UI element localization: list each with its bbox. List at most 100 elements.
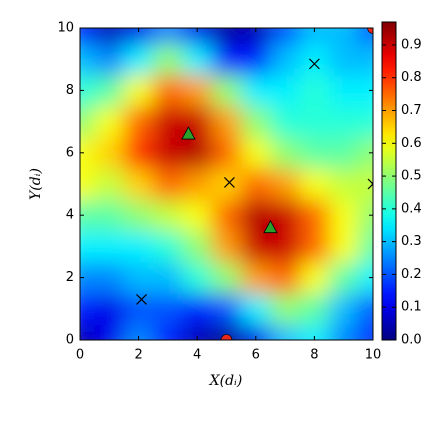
contour-cell	[80, 28, 96, 45]
min-marker	[367, 28, 373, 34]
contour-cell	[270, 262, 301, 294]
contour-cell	[329, 137, 359, 169]
contour-cell	[211, 324, 242, 340]
contour-cell	[211, 199, 242, 232]
contour-cell	[80, 262, 96, 294]
contour-cell	[80, 293, 96, 325]
contour-cell	[80, 106, 96, 138]
contour-cell	[153, 74, 184, 107]
y-tick-label: 0	[66, 333, 74, 348]
contour-cell	[211, 106, 242, 138]
contour-cell	[358, 43, 373, 76]
contour-cell	[153, 106, 184, 138]
contour-cell	[182, 28, 213, 45]
saddle-marker	[308, 58, 320, 70]
contour-cell	[123, 230, 154, 263]
min-marker	[220, 334, 233, 340]
contour-cell	[329, 293, 359, 325]
y-tick-label: 4	[66, 208, 74, 223]
y-tick-label: 10	[57, 21, 74, 36]
contour-cell	[211, 168, 242, 201]
colorbar-tick-label: 0.9	[401, 37, 422, 52]
x-tick-label: 0	[76, 348, 84, 363]
contour-cell	[299, 262, 330, 294]
x-tick-label: 10	[365, 348, 382, 363]
max-marker	[181, 126, 196, 140]
contour-cell	[329, 74, 359, 107]
contour-cell	[80, 168, 96, 201]
contour-cell	[153, 168, 184, 201]
contour-cell	[358, 137, 373, 169]
contour-cell	[153, 230, 184, 263]
contour-cell	[241, 43, 271, 76]
contour-cell	[80, 324, 96, 340]
contour-cell	[329, 43, 359, 76]
contour-cell	[182, 324, 213, 340]
contour-cell	[153, 43, 184, 76]
contour-cell	[270, 28, 301, 45]
contour-cell	[299, 43, 330, 76]
contour-cell	[241, 106, 271, 138]
contour-cell	[94, 74, 125, 107]
y-tick-label: 2	[66, 270, 74, 285]
contour-cell	[329, 168, 359, 201]
contour-cell	[358, 230, 373, 263]
contour-cell	[211, 293, 242, 325]
contour-cell	[270, 324, 301, 340]
contour-cell	[94, 43, 125, 76]
contour-cell	[329, 199, 359, 232]
max-marker	[263, 219, 278, 234]
contour-cell	[358, 106, 373, 138]
contour-cell	[299, 293, 330, 325]
contour-cell	[123, 262, 154, 294]
contour-cell	[270, 74, 301, 107]
contour-cell	[123, 74, 154, 107]
colorbar-tick-label: 0.1	[401, 300, 422, 315]
y-tick-label: 6	[66, 145, 74, 160]
contour-cell	[94, 230, 125, 263]
contour-cell	[299, 199, 330, 232]
colorbar	[381, 21, 397, 341]
colorbar-tick-label: 0.0	[401, 333, 422, 348]
saddle-marker	[367, 178, 373, 190]
y-tick-label: 8	[66, 83, 74, 98]
contour-cell	[241, 74, 271, 107]
contour-cell	[123, 43, 154, 76]
saddle-marker	[136, 294, 147, 305]
contour-cell	[94, 199, 125, 232]
contour-cell	[358, 74, 373, 107]
colorbar-tick-label: 0.4	[401, 201, 422, 216]
contour-cell	[80, 199, 96, 232]
contour-cell	[299, 324, 330, 340]
contour-cell	[182, 262, 213, 294]
contour-cell	[80, 230, 96, 263]
contour-cell	[153, 28, 184, 45]
contour-cell	[211, 28, 242, 45]
plot-frame	[79, 27, 374, 341]
contour-cell	[211, 230, 242, 263]
contour-cell	[329, 324, 359, 340]
contour-cell	[358, 324, 373, 340]
contour-cell	[80, 43, 96, 76]
contour-cell	[182, 137, 213, 169]
contour-cell	[80, 74, 96, 107]
contour-cell	[270, 168, 301, 201]
y-axis-label: Y(dᵢ)	[28, 168, 44, 200]
contour-cell	[270, 199, 301, 232]
contour-cell	[182, 293, 213, 325]
contour-cell	[358, 168, 373, 201]
contour-cell	[123, 28, 154, 45]
contour-cell	[94, 324, 125, 340]
contour-cell	[153, 199, 184, 232]
contour-cell	[241, 137, 271, 169]
contour-cell	[153, 293, 184, 325]
colorbar-tick-label: 0.8	[401, 70, 422, 85]
colorbar-tick-label: 0.7	[401, 103, 422, 118]
contour-cell	[299, 168, 330, 201]
contour-cell	[153, 137, 184, 169]
contour-cell	[329, 106, 359, 138]
contour-cell	[241, 199, 271, 232]
contour-cell	[94, 106, 125, 138]
contour-cell	[94, 28, 125, 45]
